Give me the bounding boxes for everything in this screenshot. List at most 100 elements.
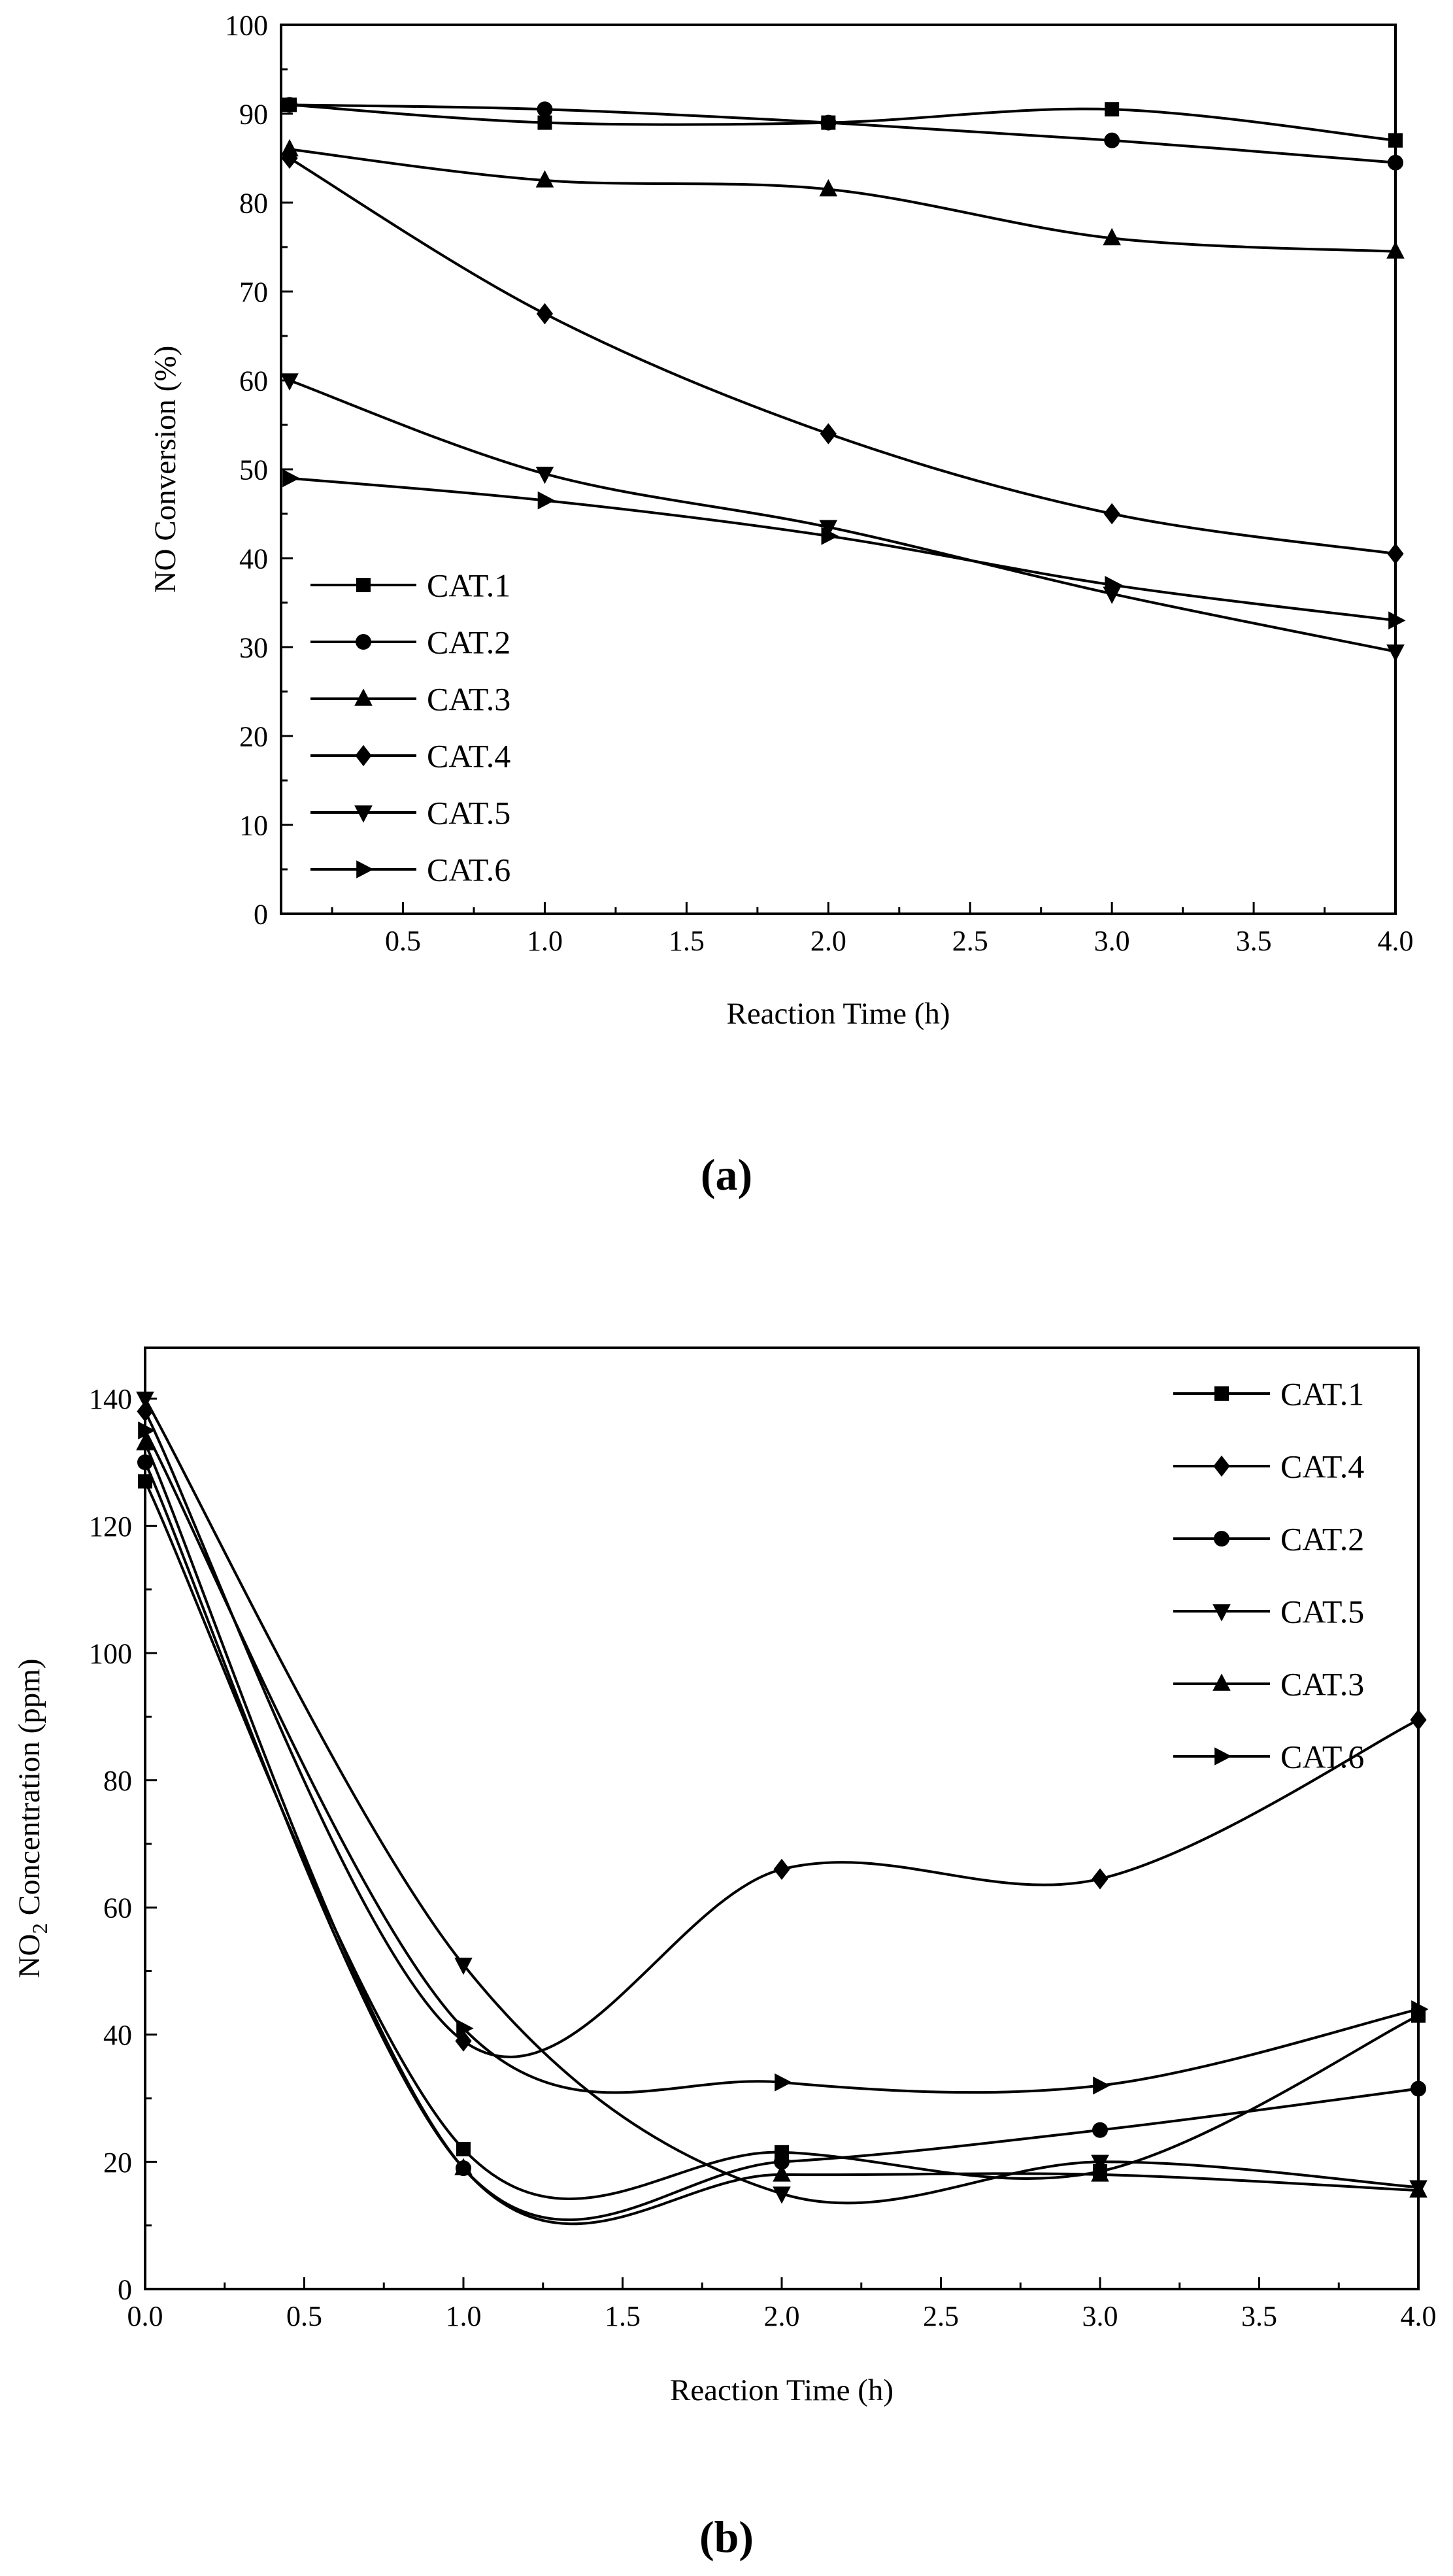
triangle-right-marker-icon: [775, 2073, 792, 2092]
x-tick-label: 2.0: [764, 2300, 800, 2332]
x-tick-label: 1.0: [527, 925, 563, 957]
triangle-down-marker-icon: [136, 1392, 154, 1409]
y-tick-label: 0: [254, 898, 268, 930]
legend-entry-CAT.2: CAT.2: [310, 624, 510, 661]
triangle-right-marker-icon: [456, 2019, 474, 2037]
y-tick-label: 60: [103, 1892, 132, 1924]
axes-frame: [280, 24, 1397, 915]
triangle-right-marker-icon: [1411, 2000, 1429, 2018]
circle-marker-icon: [1214, 1531, 1229, 1547]
triangle-down-marker-icon: [280, 373, 299, 391]
triangle-down-marker-icon: [535, 467, 554, 484]
circle-marker-icon: [1104, 132, 1120, 148]
y-tick-label: 40: [103, 2019, 132, 2051]
x-tick-label: 2.5: [952, 925, 988, 957]
series-CAT.4: [137, 1401, 1427, 2058]
legend-entry-CAT.1: CAT.1: [310, 567, 510, 604]
diamond-marker-icon: [536, 303, 554, 325]
triangle-right-marker-icon: [1105, 576, 1122, 594]
series-CAT.3: [136, 1433, 1428, 2226]
tick-labels: 0.0 0.5 1.0 1.5 2.0 2.5 3.0 3.5 4.0 0 20 40 60 80 100 1…: [89, 1383, 1437, 2332]
diamond-marker-icon: [1092, 1868, 1109, 1890]
triangle-right-marker-icon: [1388, 611, 1406, 629]
legend-label: CAT.3: [427, 681, 510, 718]
series-CAT.2: [282, 97, 1403, 171]
square-marker-icon: [1105, 102, 1120, 117]
square-marker-icon: [1214, 1386, 1229, 1401]
y-tick-label: 90: [239, 98, 268, 130]
legend: CAT.1 CAT.2 CAT.3 CAT.4 CAT.5 CAT.6: [310, 567, 510, 888]
series-line: [144, 1443, 1419, 2226]
y-tick-label: 10: [239, 809, 268, 841]
y-tick-label: 100: [225, 9, 268, 41]
circle-marker-icon: [137, 1454, 153, 1471]
y-tick-label: 80: [239, 187, 268, 219]
circle-marker-icon: [1092, 2122, 1108, 2138]
x-tick-label: 1.5: [669, 925, 705, 957]
triangle-right-marker-icon: [138, 1421, 156, 1440]
legend-entry-CAT.3: CAT.3: [1173, 1666, 1364, 1703]
y-tick-label: 60: [239, 365, 268, 397]
triangle-up-marker-icon: [354, 688, 373, 706]
x-tick-label: 0.5: [286, 2300, 322, 2332]
circle-marker-icon: [774, 2154, 790, 2170]
legend-entry-CAT.1: CAT.1: [1173, 1376, 1364, 1413]
x-tick-label: 1.0: [446, 2300, 482, 2332]
x-tick-label: 0.5: [385, 925, 421, 957]
diamond-marker-icon: [281, 147, 298, 169]
x-tick-label: 3.5: [1236, 925, 1272, 957]
triangle-right-marker-icon: [1093, 2076, 1111, 2095]
legend-entry-CAT.6: CAT.6: [1173, 1739, 1364, 1775]
triangle-up-marker-icon: [1091, 2164, 1109, 2182]
series-line: [289, 103, 1396, 164]
series-line: [289, 379, 1396, 653]
triangle-down-marker-icon: [1212, 1604, 1231, 1622]
triangle-up-marker-icon: [1409, 2180, 1428, 2198]
x-tick-label: 3.0: [1082, 2300, 1118, 2332]
y-tick-label: 20: [239, 720, 268, 752]
legend-label: CAT.5: [427, 795, 510, 831]
diamond-marker-icon: [1213, 1455, 1230, 1477]
triangle-up-marker-icon: [819, 179, 838, 197]
chart-a-no-conversion: 0.5 1.0 1.5 2.0 2.5 3.0 3.5 4.0 0 10 20 30 40 50 60 70 8…: [148, 9, 1414, 1031]
square-marker-icon: [356, 578, 371, 592]
legend-entry-CAT.2: CAT.2: [1173, 1521, 1364, 1558]
square-marker-icon: [138, 1474, 152, 1489]
triangle-up-marker-icon: [1103, 227, 1121, 246]
legend-label: CAT.2: [427, 624, 510, 661]
y-tick-label: 80: [103, 1765, 132, 1797]
y-tick-label: 30: [239, 631, 268, 663]
y-tick-label: 50: [239, 454, 268, 486]
x-axis-title: Reaction Time (h): [726, 997, 950, 1031]
y-axis-title: NO Conversion (%): [148, 346, 182, 594]
y-tick-label: 40: [239, 543, 268, 575]
legend-entry-CAT.4: CAT.4: [1173, 1448, 1364, 1485]
series-line: [289, 148, 1396, 253]
circle-marker-icon: [282, 97, 298, 113]
y-tick-label: 120: [89, 1511, 132, 1543]
circle-marker-icon: [1411, 2081, 1426, 2097]
circle-marker-icon: [1388, 154, 1403, 171]
diamond-marker-icon: [137, 1401, 154, 1422]
triangle-down-marker-icon: [354, 805, 373, 823]
legend-label: CAT.4: [427, 738, 510, 775]
y-tick-label: 70: [239, 276, 268, 308]
square-marker-icon: [456, 2141, 471, 2156]
series-CAT.6: [282, 469, 1406, 629]
legend-entry-CAT.6: CAT.6: [310, 852, 510, 888]
y-tick-label: 100: [89, 1637, 132, 1669]
series-CAT.6: [138, 1421, 1429, 2095]
x-tick-label: 1.5: [605, 2300, 641, 2332]
y-tick-label: 0: [118, 2273, 132, 2305]
x-tick-label: 4.0: [1378, 925, 1414, 957]
legend: CAT.1 CAT.4 CAT.2 CAT.5 CAT.3 CAT.6: [1173, 1376, 1364, 1775]
circle-marker-icon: [356, 634, 371, 650]
legend-label: CAT.1: [1280, 1376, 1364, 1413]
legend-entry-CAT.5: CAT.5: [1173, 1594, 1364, 1630]
triangle-up-marker-icon: [1386, 241, 1405, 259]
subscript-text: 2: [29, 1923, 52, 1934]
triangle-up-marker-icon: [454, 2158, 473, 2175]
triangle-up-marker-icon: [1212, 1673, 1231, 1691]
legend-label: CAT.1: [427, 567, 510, 604]
series-CAT.5: [136, 1392, 1428, 2205]
